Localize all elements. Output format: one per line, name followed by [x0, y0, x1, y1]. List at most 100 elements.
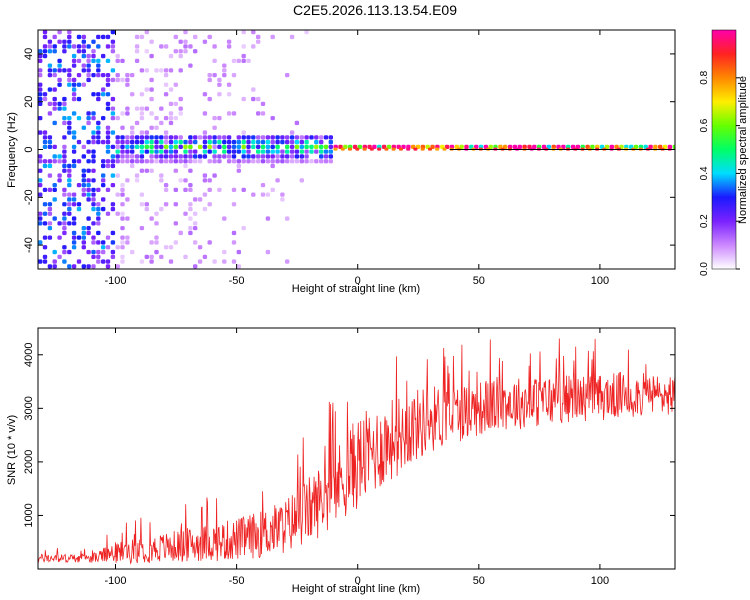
- spectrogram-cell: [139, 144, 145, 149]
- spectrogram-cell: [202, 39, 208, 44]
- spectrogram-cell: [154, 68, 159, 73]
- spectrogram-cell: [226, 82, 232, 87]
- spectrogram-cell: [168, 149, 174, 154]
- spectrogram-cell: [52, 183, 57, 188]
- spectrogram-cell: [62, 168, 67, 173]
- spectrogram-cell: [71, 87, 77, 92]
- spectrogram-cell: [105, 187, 111, 192]
- spectrogram-cell: [149, 149, 154, 154]
- spectrogram-cell: [197, 259, 203, 264]
- spectrogram-cell: [197, 197, 203, 202]
- spectrogram-cell: [231, 187, 237, 192]
- spectrogram-cell: [265, 149, 271, 154]
- spectrogram-cell: [81, 44, 86, 49]
- spectrogram-cell: [222, 139, 227, 145]
- spectrogram-cell: [105, 135, 111, 140]
- spectrogram-cell: [265, 192, 271, 197]
- spectrogram-cell: [275, 154, 280, 159]
- snr-y-tick-label: 4000: [23, 343, 35, 367]
- spectrogram-cell: [52, 68, 57, 73]
- spectrogram-cell: [144, 139, 149, 145]
- spectrogram-cell: [96, 216, 101, 221]
- spectrogram-cell: [275, 144, 280, 149]
- spectrogram-cell: [47, 202, 53, 207]
- spectrogram-cell: [139, 259, 145, 264]
- spectrogram-cell: [42, 49, 48, 54]
- spectrogram-cell: [120, 240, 125, 245]
- spectrogram-cell: [110, 39, 116, 44]
- spectrogram-cell: [217, 135, 222, 140]
- spectrogram-cell: [319, 149, 324, 154]
- spectrogram-cell: [319, 135, 324, 140]
- spectrogram-cell: [265, 249, 271, 255]
- spectrogram-cell: [309, 159, 314, 164]
- spectrogram-cell: [47, 235, 53, 240]
- spectrogram-cell: [178, 178, 183, 183]
- spectrogram-cell: [163, 139, 169, 145]
- spectrogram-cell: [91, 235, 96, 240]
- spectrogram-cell: [38, 73, 43, 78]
- spectrogram-cell: [314, 149, 319, 154]
- spectrogram-cell: [207, 34, 212, 40]
- spectrogram-cell: [42, 254, 48, 259]
- spectrogram-cell: [110, 183, 116, 188]
- spectrogram-cell: [159, 206, 164, 212]
- spectrogram-cell: [91, 187, 96, 192]
- spectrogram-cell: [212, 116, 217, 121]
- spectrogram-cell: [52, 120, 57, 126]
- spectrogram-cell: [280, 197, 285, 202]
- spectrogram-cell: [71, 159, 77, 164]
- spectrogram-panel: -100 -50 0 50 100 -40 -20 0 20 40 Height of stra…: [6, 29, 676, 295]
- spectrogram-cell: [81, 173, 86, 178]
- spectrogram-cell: [134, 159, 140, 164]
- spectrogram-cell: [62, 187, 67, 192]
- spectrogram-cell: [212, 73, 217, 78]
- spectrogram-cell: [47, 44, 53, 49]
- spectrogram-cell: [86, 77, 91, 83]
- spectrogram-cell: [207, 144, 212, 149]
- spectrogram-cell: [144, 206, 149, 212]
- spectrogram-cell: [251, 139, 256, 145]
- spectrogram-cell: [188, 202, 193, 207]
- spectrogram-cell: [42, 34, 48, 40]
- spectrogram-cell: [144, 159, 149, 164]
- spectrogram-cell: [139, 159, 145, 164]
- spectrogram-y-tick-label: -40: [23, 237, 35, 253]
- spectrogram-cell: [159, 68, 164, 73]
- spectrogram-cell: [67, 130, 72, 135]
- spectrogram-cell: [183, 49, 188, 54]
- spectrogram-cell: [115, 192, 120, 197]
- spectrogram-cell: [101, 206, 106, 212]
- spectrogram-cell: [260, 135, 266, 140]
- spectrogram-cell: [299, 178, 304, 183]
- spectrogram-cell: [154, 159, 159, 164]
- spectrogram-cell: [86, 68, 91, 73]
- spectrogram-cell: [91, 39, 96, 44]
- colorbar-tick-label: 0.6: [699, 118, 710, 132]
- spectrogram-cell: [130, 149, 135, 154]
- spectrogram-cell: [71, 216, 77, 221]
- spectrogram-cell: [96, 44, 101, 49]
- spectrogram-cell: [159, 254, 164, 259]
- spectrogram-cell: [144, 49, 149, 54]
- spectrogram-cell: [134, 178, 140, 183]
- spectrogram-cell: [144, 149, 149, 154]
- spectrogram-cell: [76, 206, 82, 212]
- spectrogram-cell: [86, 168, 91, 173]
- spectrogram-cell: [222, 63, 227, 68]
- spectrogram-cell: [304, 144, 309, 149]
- spectrogram-cell: [149, 159, 154, 164]
- spectrogram-cell: [178, 159, 183, 164]
- spectrogram-cell: [62, 39, 67, 44]
- spectrogram-cell: [275, 139, 280, 145]
- spectrogram-cell: [134, 144, 140, 149]
- spectrogram-cell: [251, 192, 256, 197]
- spectrogram-cell: [71, 96, 77, 102]
- spectrogram-cell: [197, 159, 203, 164]
- spectrogram-cell: [270, 34, 275, 40]
- spectrogram-cell: [52, 154, 57, 159]
- spectrogram-cell: [144, 144, 149, 149]
- spectrogram-cell: [47, 68, 53, 73]
- spectrogram-cell: [236, 163, 241, 169]
- spectrogram-cell: [207, 240, 212, 245]
